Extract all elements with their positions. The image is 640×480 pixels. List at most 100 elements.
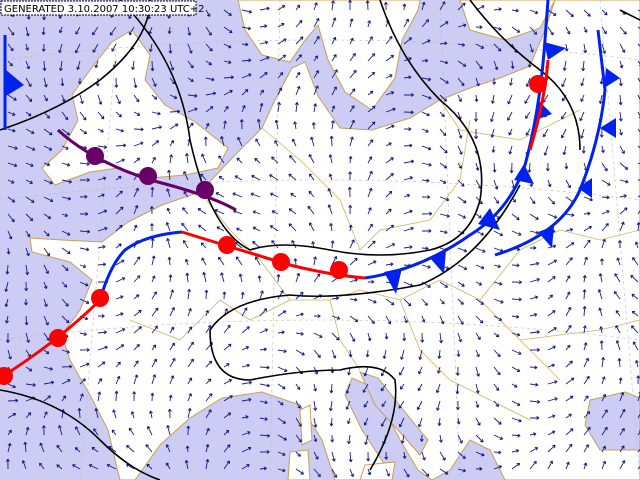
wind-arrow	[43, 366, 53, 371]
wind-arrow	[529, 230, 539, 235]
wind-arrow	[259, 290, 264, 300]
wind-arrow	[97, 226, 108, 232]
wind-arrow	[457, 332, 463, 343]
wind-arrow	[455, 383, 460, 395]
wind-arrow	[583, 9, 591, 17]
wind-arrow	[601, 460, 607, 470]
wind-arrow	[421, 128, 429, 133]
wind-arrow	[313, 349, 321, 358]
wind-arrow	[223, 324, 231, 334]
wind-arrow	[43, 380, 55, 385]
wind-arrow	[421, 228, 432, 233]
wind-arrow	[214, 209, 225, 215]
wind-arrow	[547, 345, 556, 351]
wind-arrow	[151, 77, 157, 87]
wind-arrow	[115, 190, 123, 198]
wind-arrow	[583, 444, 589, 453]
wind-arrow	[601, 356, 606, 368]
wind-arrow	[547, 327, 557, 334]
wind-arrow	[79, 378, 86, 385]
wind-arrow	[218, 175, 225, 181]
wind-arrow	[255, 138, 261, 147]
wind-arrow	[5, 458, 10, 470]
wind-arrow	[637, 9, 640, 12]
wind-arrow	[493, 60, 499, 71]
wind-arrow	[547, 363, 555, 368]
wind-arrow	[493, 332, 500, 338]
black-sea	[584, 391, 640, 451]
wind-arrow	[61, 196, 72, 201]
wind-arrow	[362, 383, 369, 393]
wind-arrow	[347, 417, 351, 425]
wind-arrow	[565, 377, 575, 385]
wind-arrow	[259, 102, 264, 113]
wind-arrow	[79, 94, 84, 104]
warm-symbol	[0, 367, 13, 385]
wind-arrow	[58, 60, 63, 72]
wind-arrow	[581, 145, 586, 154]
wind-arrow	[61, 281, 68, 288]
finland	[459, 0, 556, 41]
wind-arrow	[150, 237, 155, 249]
wind-arrow	[367, 298, 377, 304]
occluded-symbol	[196, 181, 214, 199]
wind-arrow	[25, 213, 34, 222]
wind-arrow	[277, 434, 287, 441]
wind-arrow	[455, 366, 460, 376]
wind-arrow	[582, 325, 587, 334]
wind-arrow	[128, 26, 135, 36]
wind-arrow	[380, 417, 387, 427]
cold-symbols	[538, 68, 620, 248]
wind-arrow	[7, 111, 16, 116]
wind-arrow	[421, 468, 430, 477]
wind-arrow	[75, 26, 81, 35]
sardinia	[287, 449, 311, 480]
wind-arrow	[400, 434, 405, 444]
wind-arrow	[419, 434, 424, 442]
wind-arrow	[7, 398, 19, 403]
wind-arrow	[564, 43, 569, 52]
wind-arrow	[21, 460, 27, 470]
wind-arrow	[42, 60, 47, 72]
wind-arrow	[97, 176, 107, 181]
wind-arrow	[439, 281, 449, 288]
wind-arrow	[348, 451, 353, 463]
wind-arrow	[491, 145, 496, 153]
wind-arrow	[421, 246, 429, 251]
wind-arrow	[417, 417, 423, 428]
wind-arrow	[43, 179, 53, 185]
wind-arrow	[130, 411, 135, 419]
wind-arrow	[223, 412, 232, 419]
wind-arrow	[403, 159, 415, 164]
wind-arrow	[115, 259, 125, 266]
wind-arrow	[145, 444, 153, 453]
wind-arrow	[403, 110, 414, 115]
wind-arrow	[403, 75, 412, 80]
wind-arrow	[169, 289, 175, 300]
wind-arrow	[43, 247, 51, 257]
wind-arrow	[475, 43, 485, 49]
wind-arrow	[367, 90, 374, 96]
wind-arrow	[79, 212, 89, 216]
wind-arrow	[149, 206, 154, 215]
wind-arrow	[580, 77, 585, 87]
wind-arrow	[115, 375, 121, 385]
wind-arrow	[547, 196, 556, 205]
wind-arrow	[271, 210, 279, 215]
wind-arrow	[115, 94, 121, 105]
wind-arrow	[562, 145, 567, 156]
wind-arrow	[313, 70, 319, 79]
wind-arrow	[218, 256, 225, 266]
wind-arrow	[25, 366, 33, 372]
wind-arrow	[331, 315, 341, 320]
wind-arrow	[400, 349, 405, 360]
wind-arrow	[259, 347, 267, 352]
wind-arrow	[565, 360, 573, 368]
wind-arrow	[223, 75, 234, 80]
wind-arrow	[601, 9, 608, 16]
wind-arrow	[349, 18, 354, 28]
wind-arrow	[493, 315, 503, 321]
wind-arrow	[79, 347, 90, 352]
